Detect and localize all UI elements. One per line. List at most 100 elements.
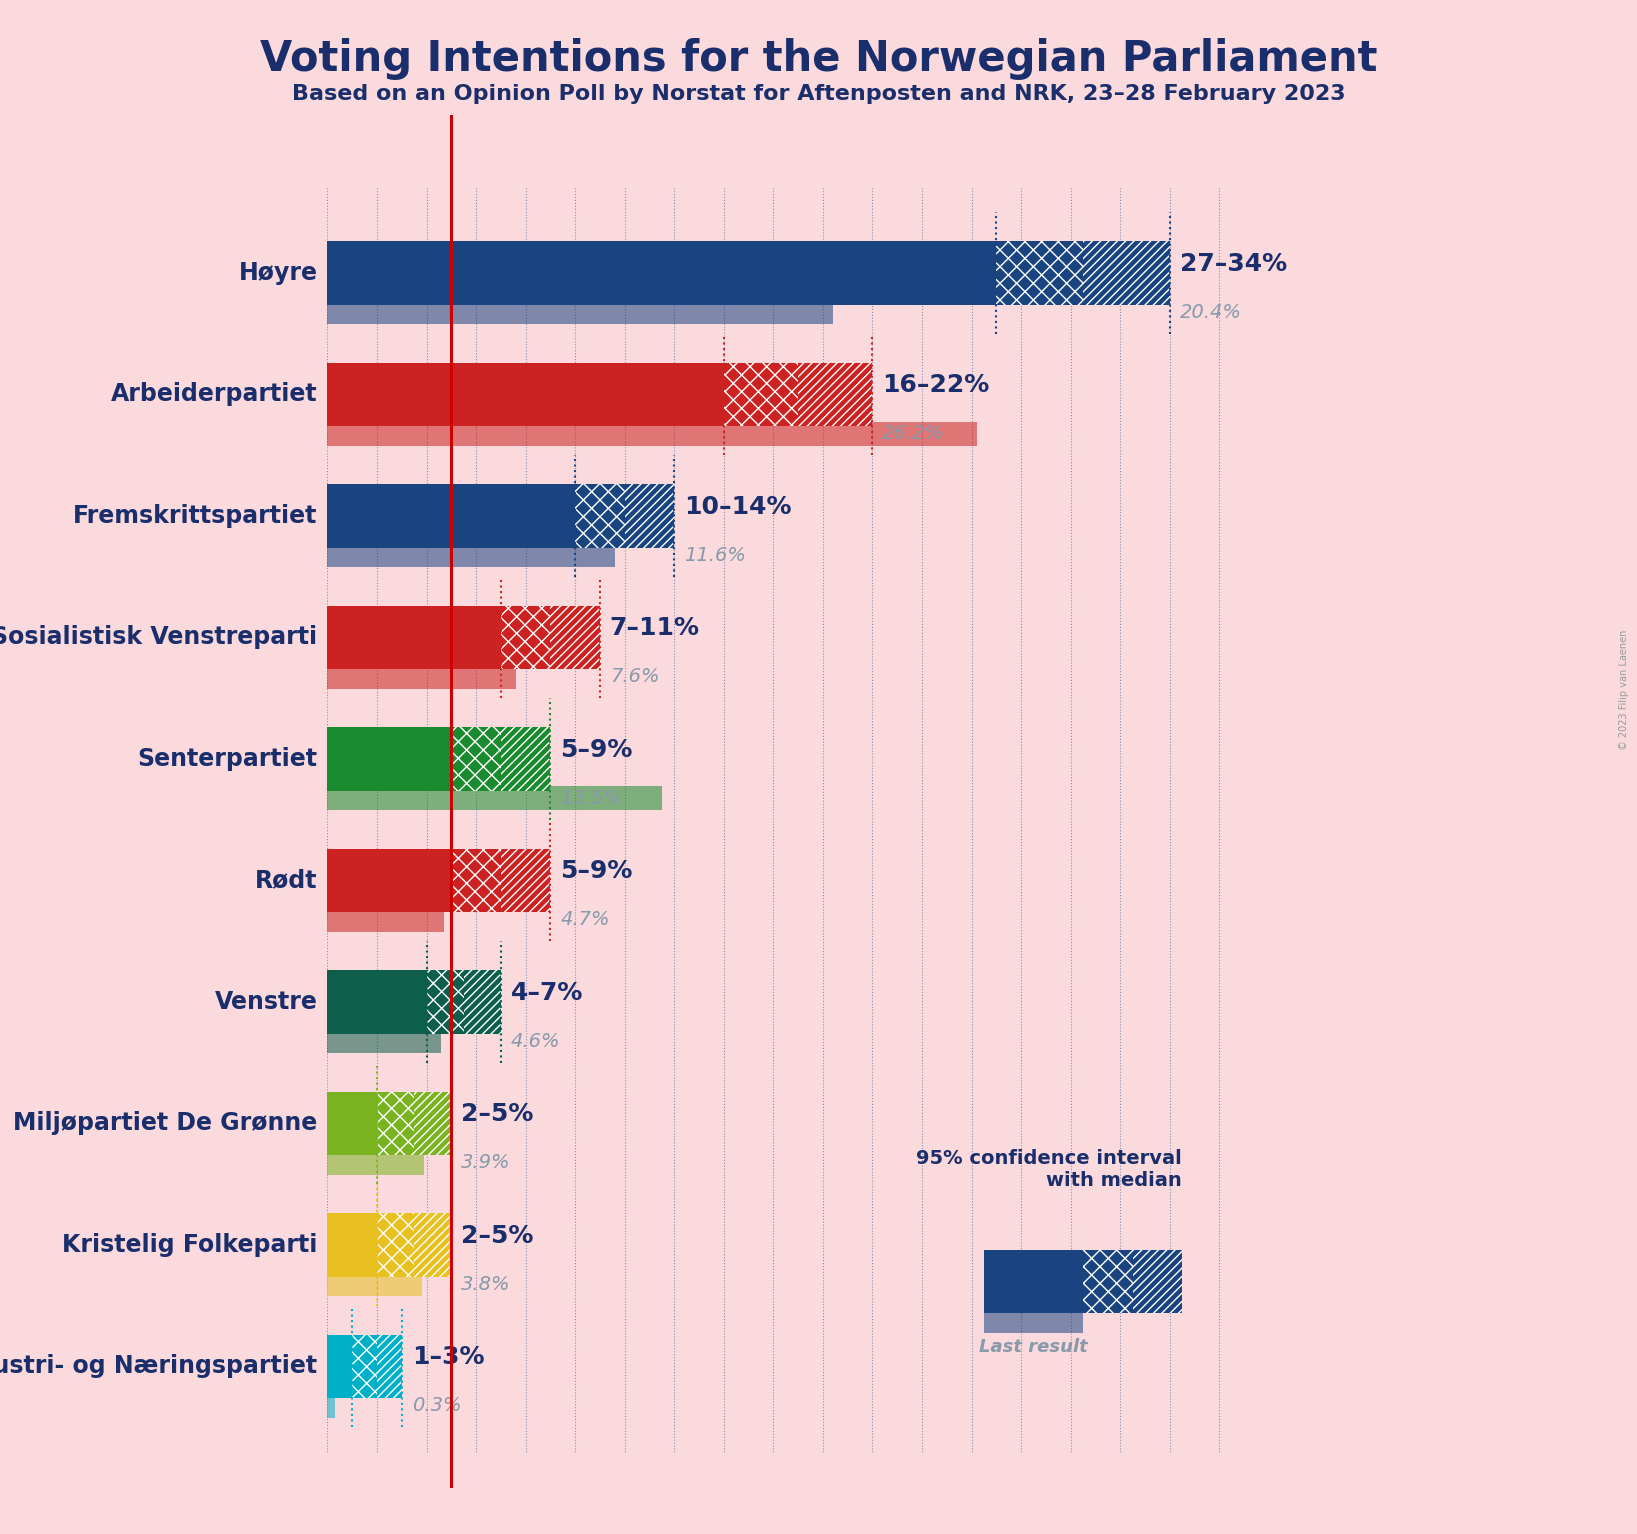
Bar: [799, 364, 873, 426]
Bar: [327, 241, 997, 305]
Bar: [414, 1092, 452, 1155]
Text: 7.6%: 7.6%: [611, 667, 660, 686]
Bar: [327, 1029, 442, 1054]
Bar: [327, 1213, 377, 1276]
Bar: [352, 1335, 377, 1397]
Bar: [327, 485, 575, 548]
Bar: [452, 727, 501, 790]
Text: 27–34%: 27–34%: [1180, 252, 1287, 276]
Bar: [799, 364, 873, 426]
Bar: [501, 606, 550, 669]
Text: 3.9%: 3.9%: [462, 1154, 511, 1172]
Text: 2–5%: 2–5%: [462, 1224, 534, 1247]
Bar: [427, 971, 463, 1034]
Text: 0.3%: 0.3%: [411, 1396, 462, 1416]
Bar: [327, 971, 427, 1034]
Text: Last result: Last result: [979, 1338, 1089, 1356]
Bar: [327, 1150, 424, 1175]
Text: Industri- og Næringspartiet: Industri- og Næringspartiet: [0, 1355, 318, 1379]
Bar: [724, 364, 799, 426]
Text: 4.6%: 4.6%: [511, 1032, 560, 1051]
Bar: [501, 848, 550, 913]
Bar: [327, 664, 516, 689]
Bar: [327, 364, 724, 426]
Bar: [997, 241, 1084, 305]
Bar: [625, 485, 674, 548]
Bar: [1084, 241, 1170, 305]
Bar: [327, 1272, 422, 1296]
Bar: [327, 543, 616, 568]
Bar: [377, 1335, 401, 1397]
Text: 1–3%: 1–3%: [411, 1345, 485, 1368]
Text: 3.8%: 3.8%: [462, 1275, 511, 1293]
Bar: [327, 848, 452, 913]
Text: © 2023 Filip van Laenen: © 2023 Filip van Laenen: [1619, 630, 1629, 750]
Bar: [1133, 1250, 1182, 1313]
Text: Høyre: Høyre: [239, 261, 318, 285]
Bar: [452, 727, 501, 790]
Bar: [414, 1092, 452, 1155]
Bar: [377, 1092, 414, 1155]
Bar: [377, 1335, 401, 1397]
Bar: [501, 606, 550, 669]
Text: 20.4%: 20.4%: [1180, 302, 1241, 322]
Bar: [327, 606, 501, 669]
Bar: [1084, 241, 1170, 305]
Text: Kristelig Folkeparti: Kristelig Folkeparti: [62, 1233, 318, 1256]
Bar: [997, 241, 1084, 305]
Bar: [501, 848, 550, 913]
Bar: [327, 422, 977, 446]
Text: 13.5%: 13.5%: [560, 788, 622, 808]
Bar: [463, 971, 501, 1034]
Bar: [327, 1092, 377, 1155]
Text: Miljøpartiet De Grønne: Miljøpartiet De Grønne: [13, 1112, 318, 1135]
Bar: [463, 971, 501, 1034]
Bar: [327, 301, 833, 324]
Text: Rødt: Rødt: [255, 868, 318, 893]
Text: Fremskrittspartiet: Fremskrittspartiet: [74, 505, 318, 528]
Text: 7–11%: 7–11%: [611, 617, 701, 640]
Text: Voting Intentions for the Norwegian Parliament: Voting Intentions for the Norwegian Parl…: [260, 38, 1377, 80]
Text: Based on an Opinion Poll by Norstat for Aftenposten and NRK, 23–28 February 2023: Based on an Opinion Poll by Norstat for …: [291, 84, 1346, 104]
Bar: [414, 1213, 452, 1276]
Text: 4.7%: 4.7%: [560, 910, 611, 930]
Text: Sosialistisk Venstreparti: Sosialistisk Venstreparti: [0, 626, 318, 649]
Bar: [414, 1213, 452, 1276]
Bar: [550, 606, 599, 669]
Bar: [327, 727, 452, 790]
Text: 2–5%: 2–5%: [462, 1101, 534, 1126]
Bar: [501, 727, 550, 790]
Bar: [724, 364, 799, 426]
Bar: [327, 1335, 352, 1397]
Bar: [427, 971, 463, 1034]
Text: 26.2%: 26.2%: [882, 425, 945, 443]
Bar: [625, 485, 674, 548]
Bar: [575, 485, 625, 548]
Text: 16–22%: 16–22%: [882, 373, 990, 397]
Bar: [327, 908, 444, 931]
Bar: [501, 727, 550, 790]
Bar: [1133, 1250, 1182, 1313]
Bar: [1084, 1250, 1133, 1313]
Text: 10–14%: 10–14%: [684, 494, 792, 518]
Bar: [452, 848, 501, 913]
Bar: [352, 1335, 377, 1397]
Text: 5–9%: 5–9%: [560, 859, 632, 884]
Text: 4–7%: 4–7%: [511, 980, 583, 1005]
Bar: [377, 1092, 414, 1155]
Bar: [377, 1213, 414, 1276]
Bar: [575, 485, 625, 548]
Text: 5–9%: 5–9%: [560, 738, 632, 761]
Bar: [452, 848, 501, 913]
Bar: [327, 785, 661, 810]
Bar: [327, 1393, 336, 1417]
Text: 11.6%: 11.6%: [684, 546, 746, 565]
Text: 95% confidence interval
with median: 95% confidence interval with median: [917, 1149, 1182, 1190]
Bar: [550, 606, 599, 669]
Bar: [984, 1250, 1084, 1313]
Bar: [377, 1213, 414, 1276]
Text: Venstre: Venstre: [214, 989, 318, 1014]
Text: Senterpartiet: Senterpartiet: [138, 747, 318, 772]
Bar: [984, 1309, 1084, 1333]
Text: Arbeiderpartiet: Arbeiderpartiet: [111, 382, 318, 407]
